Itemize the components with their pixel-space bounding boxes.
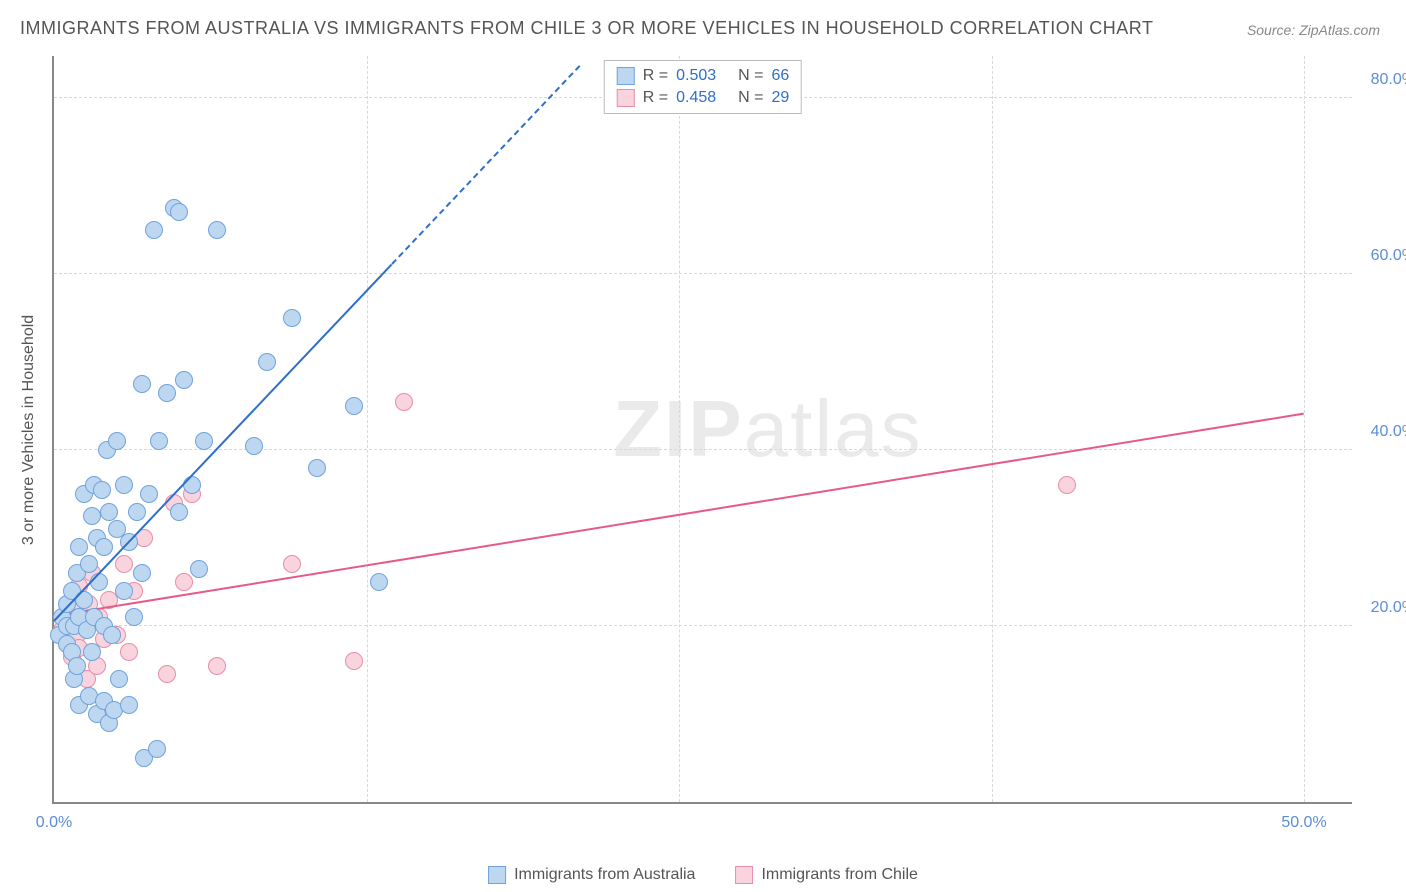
scatter-point-australia (83, 643, 101, 661)
swatch-chile (617, 89, 635, 107)
scatter-point-australia (68, 657, 86, 675)
scatter-point-australia (133, 564, 151, 582)
legend-label-chile: Immigrants from Chile (761, 866, 917, 884)
scatter-point-australia (133, 375, 151, 393)
correlation-legend-row-australia: R = 0.503 N = 66 (617, 65, 789, 87)
scatter-point-australia (175, 371, 193, 389)
scatter-point-chile (283, 555, 301, 573)
scatter-point-australia (183, 476, 201, 494)
scatter-point-australia (245, 437, 263, 455)
scatter-point-australia (90, 573, 108, 591)
correlation-legend-row-chile: R = 0.458 N = 29 (617, 87, 789, 109)
trend-line-extrapolated (391, 66, 580, 265)
scatter-point-australia (283, 309, 301, 327)
scatter-point-australia (125, 608, 143, 626)
x-tick-label: 0.0% (36, 814, 72, 832)
gridline-vertical (367, 56, 368, 802)
legend-item-chile: Immigrants from Chile (735, 866, 917, 884)
n-label: N = (738, 89, 763, 107)
gridline-horizontal (54, 625, 1352, 626)
scatter-point-chile (345, 652, 363, 670)
legend-bottom: Immigrants from Australia Immigrants fro… (488, 866, 918, 884)
scatter-point-australia (120, 696, 138, 714)
gridline-vertical (992, 56, 993, 802)
legend-label-australia: Immigrants from Australia (514, 866, 695, 884)
scatter-point-chile (158, 665, 176, 683)
scatter-point-australia (148, 740, 166, 758)
r-value: 0.503 (676, 67, 730, 85)
n-label: N = (738, 67, 763, 85)
scatter-point-australia (170, 203, 188, 221)
scatter-point-chile (208, 657, 226, 675)
correlation-legend: R = 0.503 N = 66 R = 0.458 N = 29 (604, 60, 802, 114)
scatter-point-australia (108, 432, 126, 450)
y-tick-label: 20.0% (1371, 599, 1406, 617)
n-value: 29 (771, 89, 789, 107)
chart-title: IMMIGRANTS FROM AUSTRALIA VS IMMIGRANTS … (20, 18, 1153, 39)
scatter-point-australia (70, 538, 88, 556)
y-tick-label: 60.0% (1371, 247, 1406, 265)
watermark: ZIPatlas (613, 383, 922, 475)
r-label: R = (643, 89, 668, 107)
scatter-point-australia (258, 353, 276, 371)
r-value: 0.458 (676, 89, 730, 107)
scatter-point-australia (145, 221, 163, 239)
swatch-australia (488, 866, 506, 884)
scatter-point-australia (100, 503, 118, 521)
scatter-point-chile (175, 573, 193, 591)
gridline-vertical (679, 56, 680, 802)
swatch-chile (735, 866, 753, 884)
scatter-point-australia (80, 555, 98, 573)
swatch-australia (617, 67, 635, 85)
gridline-vertical (1304, 56, 1305, 802)
y-tick-label: 40.0% (1371, 423, 1406, 441)
scatter-point-australia (128, 503, 146, 521)
gridline-horizontal (54, 273, 1352, 274)
scatter-point-australia (308, 459, 326, 477)
y-tick-label: 80.0% (1371, 71, 1406, 89)
scatter-point-australia (110, 670, 128, 688)
scatter-point-australia (95, 538, 113, 556)
y-axis-label: 3 or more Vehicles in Household (20, 315, 38, 545)
scatter-point-australia (140, 485, 158, 503)
scatter-point-australia (83, 507, 101, 525)
r-label: R = (643, 67, 668, 85)
scatter-point-australia (370, 573, 388, 591)
scatter-point-australia (208, 221, 226, 239)
source-attribution: Source: ZipAtlas.com (1247, 22, 1380, 38)
scatter-point-australia (150, 432, 168, 450)
x-tick-label: 50.0% (1281, 814, 1326, 832)
scatter-point-australia (170, 503, 188, 521)
scatter-point-australia (195, 432, 213, 450)
scatter-point-australia (103, 626, 121, 644)
scatter-point-australia (115, 582, 133, 600)
scatter-point-chile (120, 643, 138, 661)
n-value: 66 (771, 67, 789, 85)
scatter-point-australia (345, 397, 363, 415)
scatter-plot-area: ZIPatlas 20.0%40.0%60.0%80.0%0.0%50.0%R … (52, 56, 1352, 804)
scatter-point-australia (115, 476, 133, 494)
scatter-point-chile (115, 555, 133, 573)
legend-item-australia: Immigrants from Australia (488, 866, 695, 884)
scatter-point-chile (395, 393, 413, 411)
scatter-point-australia (190, 560, 208, 578)
scatter-point-australia (158, 384, 176, 402)
scatter-point-australia (93, 481, 111, 499)
scatter-point-chile (1058, 476, 1076, 494)
